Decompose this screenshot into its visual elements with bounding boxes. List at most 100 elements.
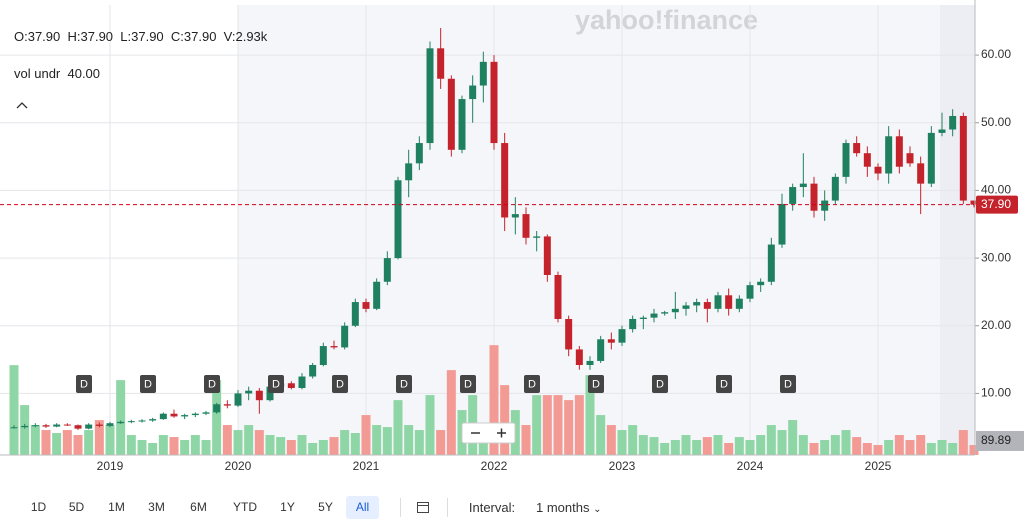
dividend-marker: D [144,378,152,390]
dividend-marker: D [80,378,88,390]
candle-body [565,318,573,350]
dividend-marker-box [588,375,604,393]
candle-body [330,346,338,348]
range-button[interactable]: 1D [30,500,47,514]
candle-body [949,115,957,130]
candle-body [447,78,455,150]
volume-bar [350,433,360,455]
candle-body [266,386,274,401]
candle-body [938,129,946,133]
candle-body [458,99,466,150]
candle-body [522,214,530,238]
candle-body [53,424,61,427]
volume-bar [41,430,51,455]
dividend-marker-box [332,375,348,393]
candle-body [703,302,711,309]
volume-bar [148,442,158,455]
calendar-frame [417,502,429,513]
volume-bar [948,442,958,455]
volume-bar [318,440,328,455]
volume-bar [9,365,19,455]
interval-value[interactable]: 1 months [536,500,590,515]
volume-bar [702,437,712,455]
y-tick-label: 30.00 [981,250,1011,264]
volume-bar [84,430,94,455]
dividend-marker-box [396,375,412,393]
dividend-marker: D [720,378,728,390]
volume-bar [393,400,403,455]
candle-body [778,203,786,245]
x-tick-label: 2022 [481,459,508,473]
range-button[interactable]: 5D [68,500,85,514]
candle-body [245,390,253,394]
volume-bar [532,395,542,455]
volume-bar [286,440,296,455]
range-button[interactable]: 1M [108,500,125,514]
plot-bg [238,5,975,455]
zoom-box [461,422,516,444]
candle-body [255,390,263,401]
candle-body [671,308,679,313]
ohlcv-item: C:37.90 [170,29,217,44]
volume-bar [873,445,883,455]
zoom-control[interactable] [461,422,516,444]
candle-body [863,153,871,167]
collapse-icon[interactable] [16,102,28,109]
volume-bar [94,420,104,455]
candle-body [234,393,242,406]
candle-body [533,236,541,238]
volume-bar [905,440,915,455]
volume-bar [169,437,179,455]
dividend-marker: D [784,378,792,390]
volume-bar [692,440,702,455]
last-price-box [976,195,1018,214]
calendar-icon[interactable] [416,500,430,514]
volume-bar [916,435,926,455]
y-tick-label: 60.00 [981,47,1011,61]
range-button[interactable]: YTD [233,500,257,514]
candle-body [127,421,135,423]
candle-body [842,143,850,177]
range-button[interactable]: 5Y [318,500,333,514]
candle-body [437,48,445,79]
volume-bar [20,405,30,455]
candle-body [906,153,914,164]
candle-body [287,383,295,389]
candle-body [895,136,903,167]
volume-bar [756,435,766,455]
candle-body [735,298,743,309]
range-button[interactable]: All [346,496,379,519]
candle-body [927,132,935,184]
candle-body [959,115,967,201]
range-button[interactable]: 6M [190,500,207,514]
volume-bar [297,435,307,455]
candle-body [298,376,306,389]
candle-body [383,258,391,282]
range-button[interactable]: 1Y [280,500,295,514]
candle-body [757,281,765,286]
candle-body [661,312,669,314]
candle-body [159,413,167,420]
volume-bar [884,440,894,455]
volume-bar [596,415,606,455]
candle-body [607,339,615,343]
y-tick-label: 50.00 [981,115,1011,129]
interval-select[interactable]: 1 months ⌄ [536,500,602,515]
candle-body [693,302,701,306]
candle-body [351,302,359,326]
candle-body [170,413,178,417]
volume-bar [190,435,200,455]
dividend-marker: D [592,378,600,390]
volume-bar [329,437,339,455]
volume-bar [105,425,115,455]
dividend-marker-box [76,375,92,393]
candle-body [74,425,82,429]
volume-bar [969,445,979,455]
volume-bar [958,430,968,455]
volume-bar [436,430,446,455]
dividend-marker: D [272,378,280,390]
volume-bar [926,442,936,455]
volume-bar [766,425,776,455]
range-button[interactable]: 3M [148,500,165,514]
